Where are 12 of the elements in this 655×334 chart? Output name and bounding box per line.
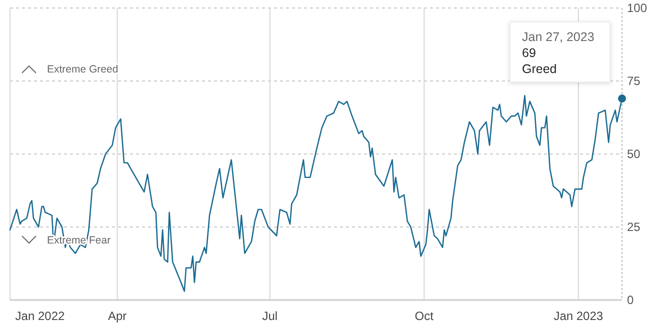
y-tick-label: 75 (627, 74, 641, 88)
x-tick-label: Oct (414, 309, 434, 323)
y-tick-label: 0 (627, 293, 634, 308)
x-tick-label: Jan 2022 (15, 309, 66, 323)
annotation: Jan 27, 2023 69 Greed (522, 30, 594, 76)
x-tick-label: Jul (262, 309, 278, 323)
x-tick-label: Apr (108, 309, 127, 323)
y-tick-label: 50 (627, 147, 641, 162)
x-tick-label: Jan 2023 (554, 309, 604, 323)
y-tick-label: 100 (627, 1, 648, 16)
y-tick-label: 25 (627, 220, 641, 234)
annotation: Extreme Greed (47, 64, 118, 76)
